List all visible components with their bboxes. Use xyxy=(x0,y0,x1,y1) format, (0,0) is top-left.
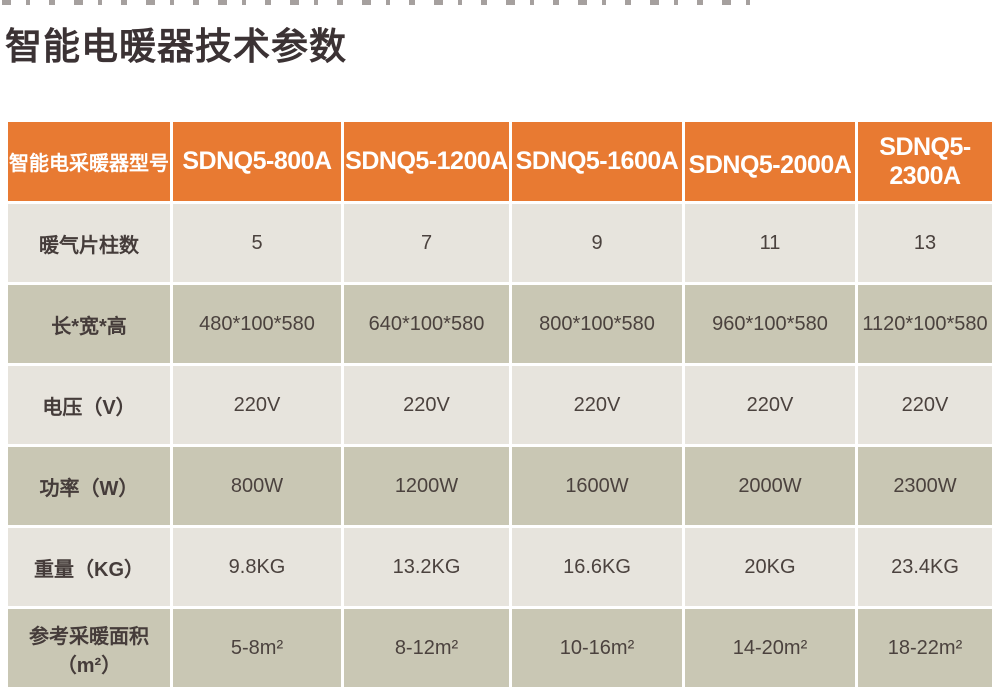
value-cell: 220V xyxy=(858,366,992,444)
page-title: 智能电暖器技术参数 xyxy=(5,26,347,67)
table-header-model-label: 智能电采暖器型号 xyxy=(8,122,170,201)
value-cell: 7 xyxy=(344,204,509,282)
row-label: 暖气片柱数 xyxy=(8,204,170,282)
value-cell: 800*100*580 xyxy=(512,285,682,363)
value-cell: 220V xyxy=(344,366,509,444)
value-cell: 10-16m² xyxy=(512,609,682,687)
row-label: 功率（W） xyxy=(8,447,170,525)
table-header-model: SDNQ5-2300A xyxy=(858,122,992,201)
value-cell: 2300W xyxy=(858,447,992,525)
value-cell: 11 xyxy=(685,204,855,282)
row-label: 重量（KG） xyxy=(8,528,170,606)
table-header-model: SDNQ5-1600A xyxy=(512,122,682,201)
value-cell: 13 xyxy=(858,204,992,282)
value-cell: 640*100*580 xyxy=(344,285,509,363)
value-cell: 5-8m² xyxy=(173,609,341,687)
value-cell: 9.8KG xyxy=(173,528,341,606)
value-cell: 14-20m² xyxy=(685,609,855,687)
table-header-model: SDNQ5-800A xyxy=(173,122,341,201)
row-label: 参考采暖面积（m²） xyxy=(8,609,170,687)
value-cell: 220V xyxy=(685,366,855,444)
value-cell: 13.2KG xyxy=(344,528,509,606)
table-header-model: SDNQ5-1200A xyxy=(344,122,509,201)
clipped-previous-line-remnant xyxy=(2,0,758,5)
value-cell: 16.6KG xyxy=(512,528,682,606)
value-cell: 1600W xyxy=(512,447,682,525)
value-cell: 1200W xyxy=(344,447,509,525)
value-cell: 9 xyxy=(512,204,682,282)
value-cell: 220V xyxy=(173,366,341,444)
value-cell: 2000W xyxy=(685,447,855,525)
value-cell: 23.4KG xyxy=(858,528,992,606)
table-header-model: SDNQ5-2000A xyxy=(685,122,855,201)
spec-table: 智能电采暖器型号 SDNQ5-800A SDNQ5-1200A SDNQ5-16… xyxy=(8,122,992,687)
value-cell: 18-22m² xyxy=(858,609,992,687)
value-cell: 960*100*580 xyxy=(685,285,855,363)
value-cell: 5 xyxy=(173,204,341,282)
value-cell: 20KG xyxy=(685,528,855,606)
value-cell: 220V xyxy=(512,366,682,444)
row-label: 长*宽*高 xyxy=(8,285,170,363)
value-cell: 800W xyxy=(173,447,341,525)
value-cell: 1120*100*580 xyxy=(858,285,992,363)
value-cell: 8-12m² xyxy=(344,609,509,687)
row-label: 电压（V） xyxy=(8,366,170,444)
value-cell: 480*100*580 xyxy=(173,285,341,363)
